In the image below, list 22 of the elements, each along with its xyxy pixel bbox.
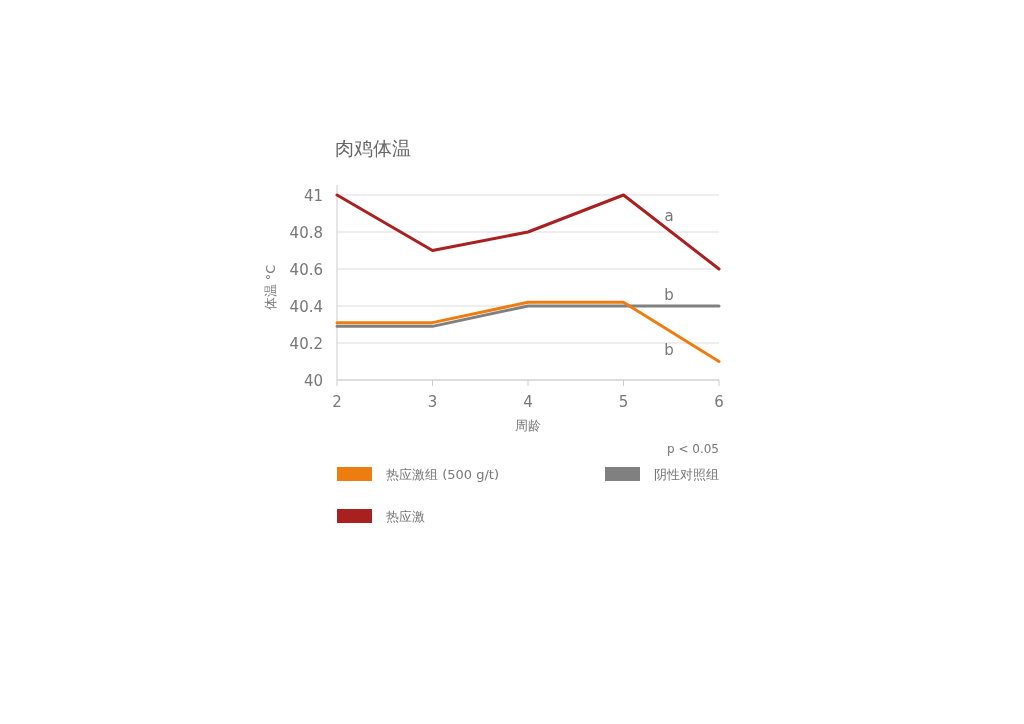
y-tick-label: 40.4 bbox=[289, 298, 323, 316]
chart-title: 肉鸡体温 bbox=[335, 137, 411, 159]
x-tick-label: 2 bbox=[332, 393, 342, 411]
x-tick-label: 5 bbox=[618, 393, 629, 411]
annotation: b bbox=[664, 341, 674, 359]
annotation: a bbox=[664, 207, 674, 225]
y-axis-title: 体温 °C bbox=[263, 264, 278, 311]
y-tick-label: 40 bbox=[303, 372, 323, 390]
x-axis-title: 周龄 bbox=[515, 418, 541, 433]
y-tick-label: 40.2 bbox=[289, 335, 323, 353]
y-tick-label: 40.6 bbox=[289, 261, 323, 279]
line-series bbox=[335, 193, 721, 271]
annotation: b bbox=[664, 286, 674, 304]
legend-label: 热应激组 (500 g/t) bbox=[386, 467, 499, 482]
x-tick-label: 4 bbox=[523, 393, 533, 411]
y-tick-label: 41 bbox=[303, 187, 323, 205]
text: p < 0.05 bbox=[666, 442, 719, 456]
legend-label: 阴性对照组 bbox=[654, 467, 719, 482]
legend-label: 热应激 bbox=[386, 509, 425, 524]
y-tick-label: 40.8 bbox=[289, 224, 323, 242]
x-tick-label: 3 bbox=[427, 393, 438, 411]
x-tick-label: 6 bbox=[714, 393, 724, 411]
